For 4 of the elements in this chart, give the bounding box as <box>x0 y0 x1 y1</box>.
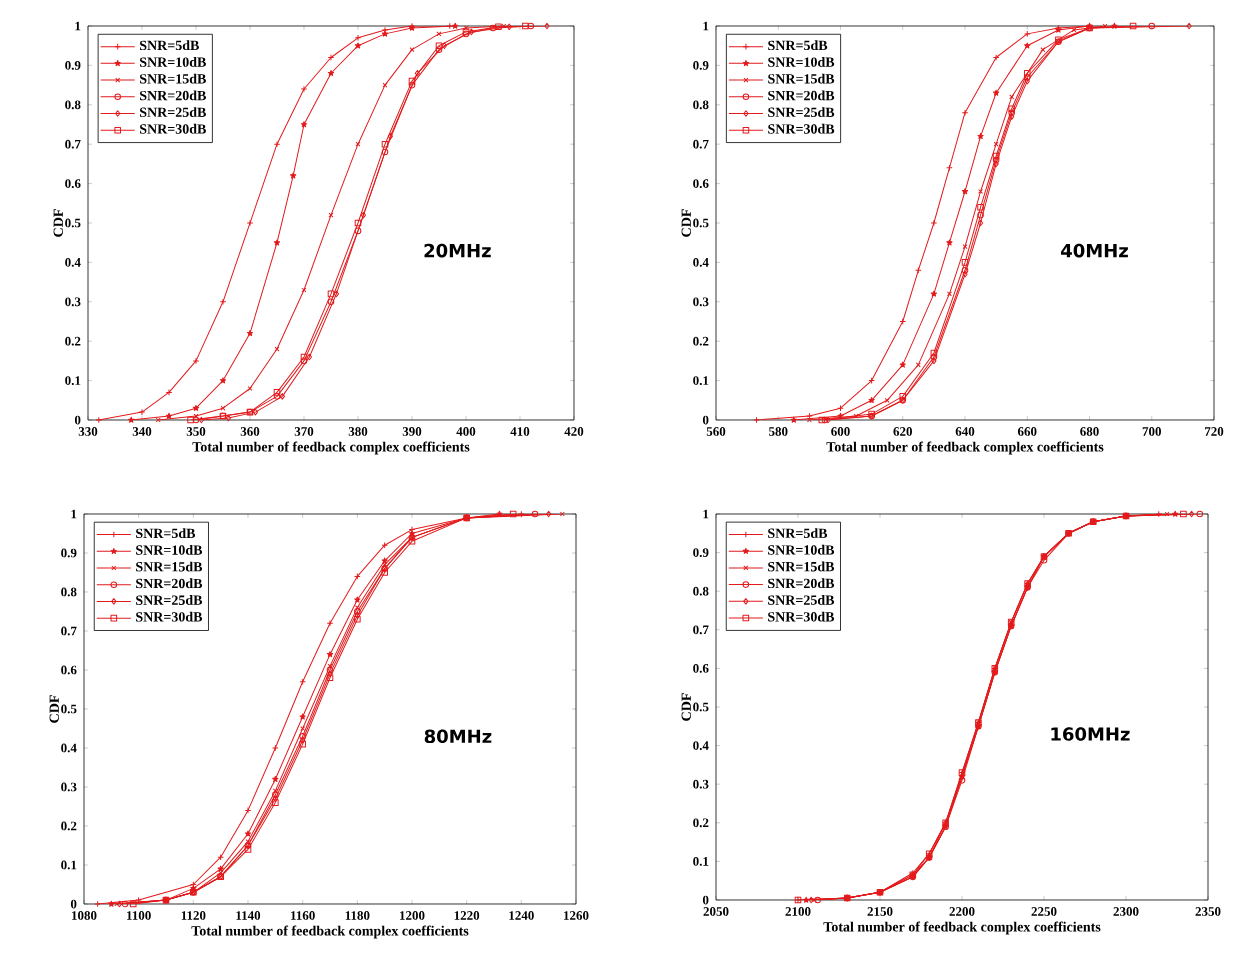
annotation: 80MHz <box>424 729 492 744</box>
annotation: 160MHz <box>1051 727 1130 741</box>
annotation: 40MHz <box>1061 243 1128 258</box>
annotation: 20MHz <box>424 243 491 258</box>
